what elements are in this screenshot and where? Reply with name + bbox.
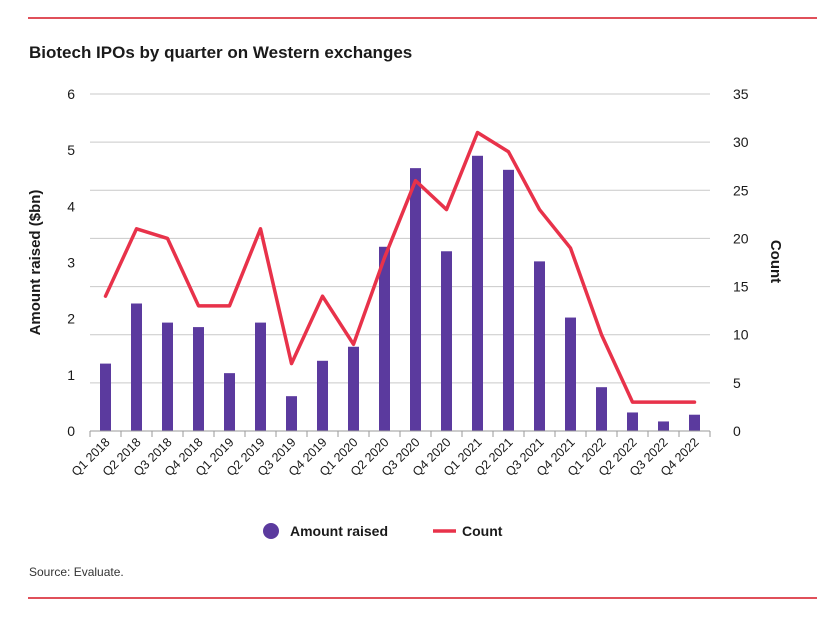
left-y-tick-label: 1 xyxy=(67,367,75,383)
legend: Amount raised Count xyxy=(263,523,503,539)
source-note: Source: Evaluate. xyxy=(29,565,124,579)
bar-amount-raised xyxy=(131,303,142,431)
left-y-tick-label: 3 xyxy=(67,255,75,271)
bar-amount-raised xyxy=(193,327,204,431)
right-y-axis-title: Count xyxy=(767,240,784,283)
left-y-tick-label: 2 xyxy=(67,311,75,327)
bar-amount-raised xyxy=(162,322,173,431)
bar-amount-raised xyxy=(317,360,328,431)
right-y-tick-label: 25 xyxy=(733,182,749,198)
left-y-tick-label: 0 xyxy=(67,423,75,439)
top-rule xyxy=(28,17,817,19)
legend-swatch-amount-raised xyxy=(263,523,279,539)
bar-amount-raised xyxy=(503,169,514,431)
bar-amount-raised xyxy=(286,396,297,431)
bar-amount-raised xyxy=(627,412,638,431)
bar-amount-raised xyxy=(534,261,545,431)
bar-amount-raised xyxy=(596,387,607,431)
left-y-tick-label: 6 xyxy=(67,86,75,102)
bar-amount-raised xyxy=(255,322,266,431)
bar-amount-raised xyxy=(689,414,700,431)
gridlines xyxy=(90,93,710,384)
right-y-tick-label: 30 xyxy=(733,134,749,150)
bar-amount-raised xyxy=(379,246,390,431)
bar-amount-raised xyxy=(565,317,576,431)
line-count xyxy=(103,130,697,404)
bottom-rule xyxy=(28,597,817,599)
right-y-tick-label: 15 xyxy=(733,279,749,295)
left-y-axis-title: Amount raised ($bn) xyxy=(27,190,44,336)
line-series xyxy=(103,130,697,404)
right-y-tick-label: 20 xyxy=(733,230,749,246)
left-y-tick-label: 4 xyxy=(67,198,75,214)
bar-amount-raised xyxy=(472,155,483,432)
legend-label-count: Count xyxy=(462,523,503,539)
bar-amount-raised xyxy=(658,421,669,431)
chart-title: Biotech IPOs by quarter on Western excha… xyxy=(29,43,413,62)
right-y-tick-label: 5 xyxy=(733,375,741,391)
right-y-tick-label: 0 xyxy=(733,423,741,439)
right-y-tick-label: 10 xyxy=(733,327,749,343)
bar-amount-raised xyxy=(348,346,359,431)
bar-amount-raised xyxy=(441,251,452,431)
bar-series xyxy=(100,155,700,432)
bar-amount-raised xyxy=(410,168,421,431)
left-y-tick-label: 5 xyxy=(67,142,75,158)
legend-label-amount-raised: Amount raised xyxy=(290,523,388,539)
bar-amount-raised xyxy=(100,363,111,431)
bar-amount-raised xyxy=(224,373,235,431)
right-y-tick-label: 35 xyxy=(733,86,749,102)
